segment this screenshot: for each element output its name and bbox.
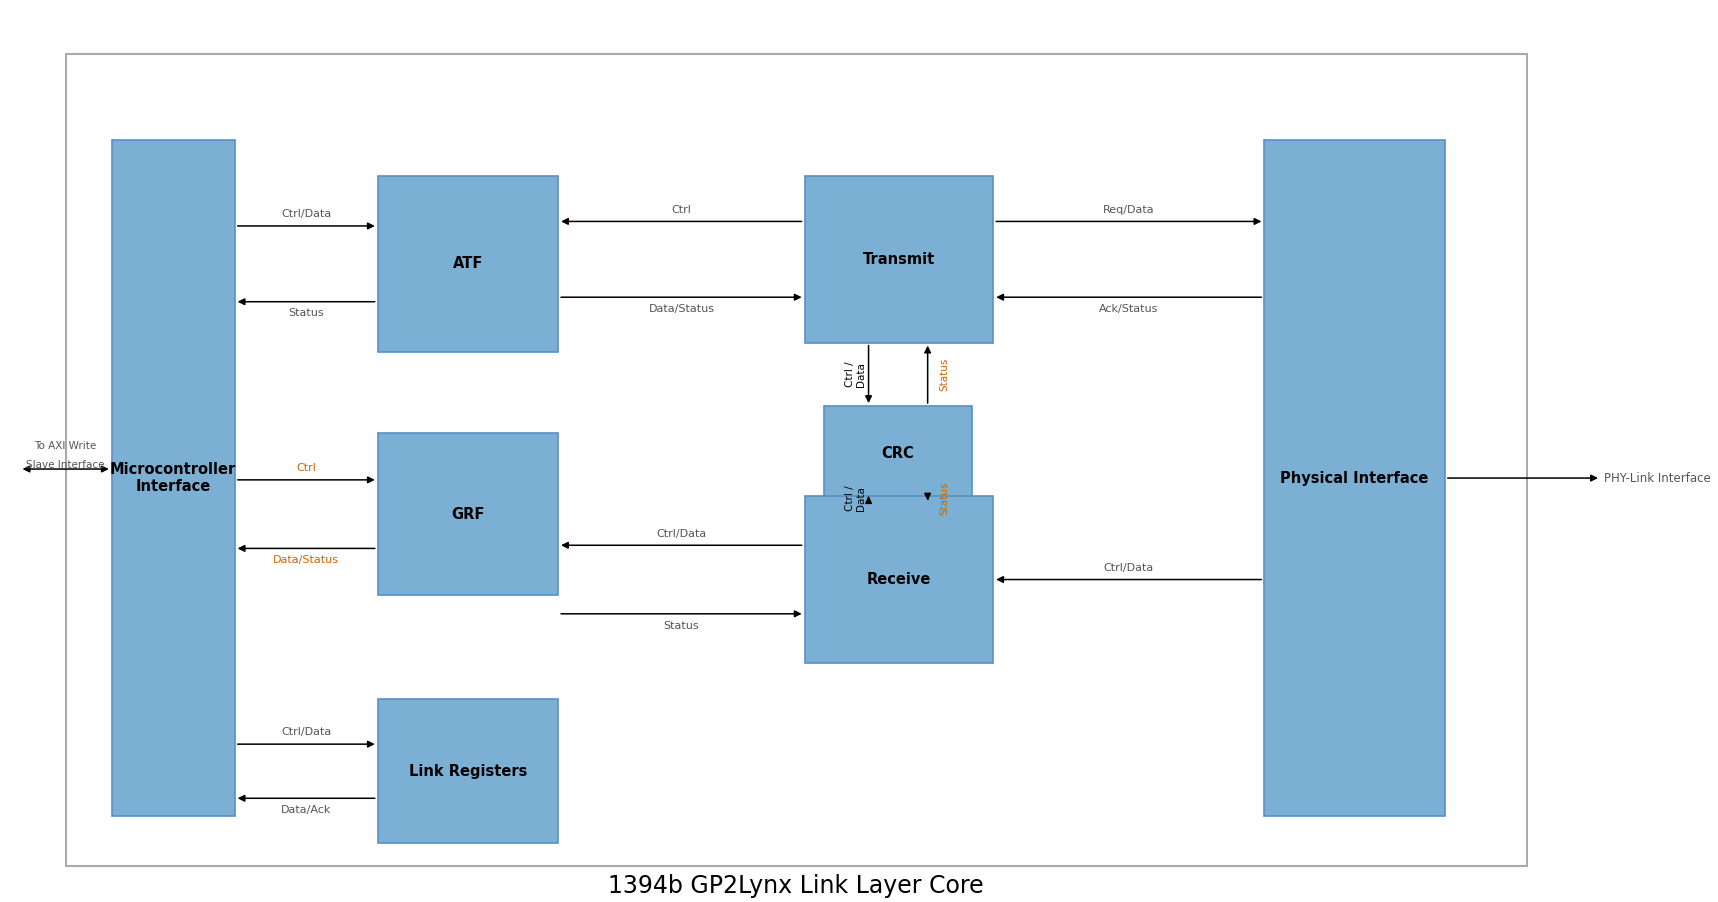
Bar [804,496,993,663]
Bar [65,54,1527,866]
Text: Physical Interface: Physical Interface [1280,471,1429,485]
Text: Ctrl /
Data: Ctrl / Data [845,485,866,511]
Text: Req/Data: Req/Data [1103,205,1154,215]
Text: To AXI Write: To AXI Write [34,441,96,452]
Bar [378,433,558,595]
Text: 1394b GP2Lynx Link Layer Core: 1394b GP2Lynx Link Layer Core [608,874,984,897]
Text: Link Registers: Link Registers [409,764,527,778]
Text: PHY-Link Interface: PHY-Link Interface [1605,472,1711,484]
Text: Data/Status: Data/Status [273,555,338,566]
Text: Ack/Status: Ack/Status [1100,304,1158,314]
Bar [804,176,993,343]
Text: Ctrl/Data: Ctrl/Data [1103,563,1154,573]
Text: Ctrl/Data: Ctrl/Data [282,727,332,738]
Text: ATF: ATF [454,256,483,272]
Text: Slave Interface: Slave Interface [26,459,105,470]
Text: Status: Status [940,357,948,391]
Text: Data/Status: Data/Status [648,304,715,314]
Text: Status: Status [940,482,948,515]
Text: Ctrl: Ctrl [295,463,316,474]
Text: Status: Status [289,308,325,318]
Bar [112,140,235,816]
Text: Data/Ack: Data/Ack [282,805,332,815]
Text: Ctrl /
Data: Ctrl / Data [845,362,866,387]
Text: Microcontroller
Interface: Microcontroller Interface [110,462,237,494]
Text: Ctrl/Data: Ctrl/Data [282,209,332,219]
Text: GRF: GRF [452,507,484,521]
Bar [378,699,558,843]
Bar [378,176,558,352]
Bar [1264,140,1445,816]
Text: Ctrl/Data: Ctrl/Data [656,529,706,538]
Bar [825,406,972,501]
Text: CRC: CRC [881,446,914,461]
Text: Receive: Receive [868,572,931,587]
Text: Transmit: Transmit [862,252,935,267]
Text: Status: Status [663,621,699,630]
Text: Ctrl: Ctrl [672,205,691,215]
